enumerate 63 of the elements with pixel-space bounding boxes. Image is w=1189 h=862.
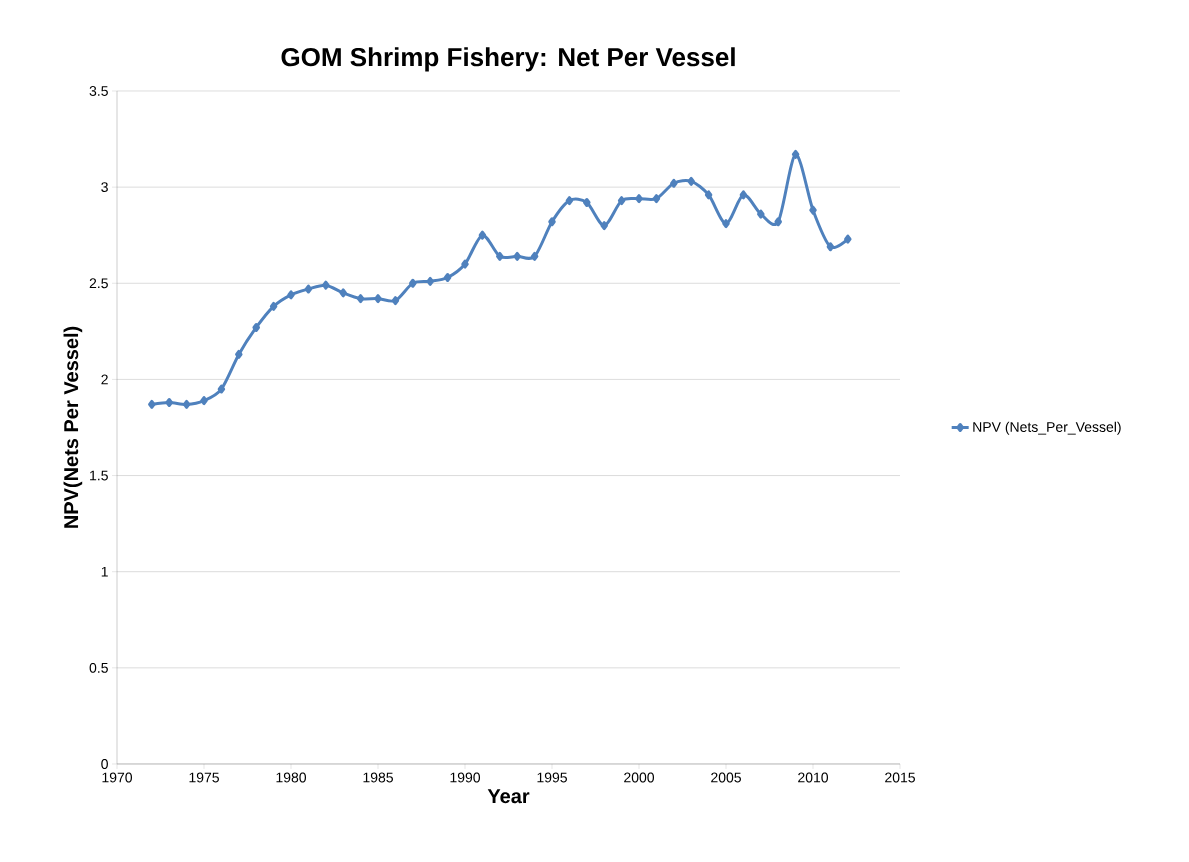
y-tick-label: 1.5 — [90, 470, 108, 481]
point — [461, 259, 469, 269]
y-tick-label: 3 — [101, 182, 108, 193]
point — [426, 276, 434, 286]
y-tick-label: 0 — [101, 759, 108, 769]
point — [339, 288, 347, 298]
point — [687, 176, 695, 186]
point — [496, 251, 504, 261]
point — [200, 396, 208, 406]
point — [583, 198, 591, 208]
legend-label: NPV (Nets_Per_Vessel) — [973, 421, 1121, 435]
point — [217, 384, 226, 394]
point — [722, 219, 730, 229]
x-tick-label: 2015 — [885, 772, 915, 783]
point — [617, 196, 626, 206]
point — [287, 290, 295, 300]
y-tick-label: 2 — [101, 374, 108, 385]
point — [148, 399, 156, 409]
point — [844, 234, 852, 244]
point — [513, 251, 521, 261]
point — [670, 178, 678, 188]
point — [757, 209, 765, 219]
point — [774, 217, 782, 227]
point — [548, 217, 556, 227]
y-tick-label: 0.5 — [89, 662, 108, 673]
x-tick-label: 1980 — [276, 772, 307, 783]
x-tick-label: 1970 — [102, 772, 133, 783]
point — [704, 190, 713, 200]
y-tick-label: 2.5 — [89, 278, 108, 289]
x-tick-label: 2010 — [798, 772, 829, 783]
point — [635, 194, 643, 204]
point — [356, 294, 365, 304]
point — [165, 397, 173, 407]
y-tick-label: 3.5 — [89, 86, 108, 96]
x-tick-label: 1990 — [450, 772, 481, 783]
x-tick-label: 1995 — [537, 772, 567, 783]
point — [739, 190, 748, 200]
point — [304, 284, 313, 294]
point — [826, 242, 835, 252]
point — [530, 251, 539, 261]
point — [269, 301, 278, 311]
y-tick-label: 1 — [101, 566, 108, 577]
point — [565, 196, 574, 206]
x-tick-label: 1985 — [363, 772, 393, 783]
point — [252, 322, 260, 332]
x-axis-title: Year — [487, 789, 530, 804]
point — [182, 399, 191, 409]
x-tick-label: 2000 — [624, 772, 655, 783]
point — [391, 296, 400, 306]
point — [443, 273, 452, 282]
point — [809, 205, 817, 215]
x-tick-label: 2005 — [711, 772, 741, 783]
point — [791, 149, 800, 159]
point — [478, 230, 487, 240]
y-axis-title: NPV(Nets Per Vessel) — [63, 326, 83, 528]
x-tick-label: 1975 — [189, 772, 219, 783]
point — [235, 349, 243, 359]
chart-title: GOM Shrimp Fishery: Net Per Vessel — [281, 47, 735, 72]
point — [322, 280, 330, 290]
point — [374, 294, 382, 304]
point — [409, 278, 417, 288]
point — [600, 221, 608, 231]
point — [652, 194, 661, 204]
